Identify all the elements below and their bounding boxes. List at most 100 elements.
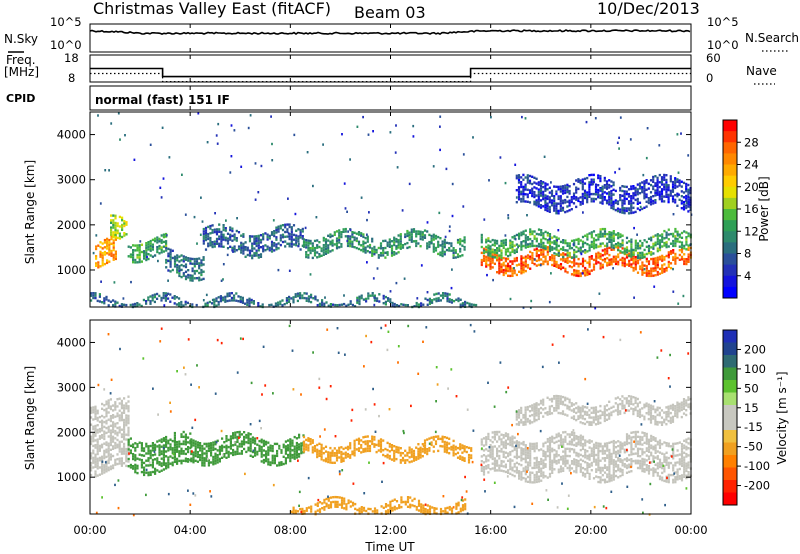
power-cell	[397, 246, 400, 249]
velocity-cell	[340, 446, 343, 449]
power-cell	[588, 272, 591, 276]
power-cell	[652, 178, 655, 181]
power-cell	[354, 305, 357, 308]
velocity-cell	[278, 444, 281, 448]
power-cell	[553, 197, 556, 200]
velocity-cell	[201, 454, 204, 457]
power-cell	[456, 241, 460, 244]
velocity-cell	[597, 452, 600, 455]
power-cell	[160, 248, 163, 252]
power-cell	[564, 267, 567, 271]
power-cell	[601, 185, 604, 188]
velocity-cell	[269, 446, 272, 450]
velocity-cell	[184, 457, 187, 460]
power-cell	[520, 200, 523, 203]
velocity-cell	[491, 455, 494, 458]
power-cell	[551, 241, 554, 244]
power-cell	[200, 271, 203, 274]
power-cell	[318, 245, 321, 249]
power-cell	[226, 237, 230, 240]
velocity-cell	[562, 462, 565, 465]
power-cell	[156, 246, 159, 249]
power-speckle	[288, 269, 291, 272]
power-cell	[193, 265, 196, 268]
velocity-cell	[390, 446, 394, 449]
power-cell	[149, 295, 152, 298]
power-cell	[242, 247, 245, 250]
velocity-cell	[612, 449, 615, 452]
power-cell	[349, 235, 352, 238]
power-cell	[160, 299, 163, 302]
power-cell	[140, 260, 143, 263]
power-speckle	[420, 264, 423, 267]
power-cell	[555, 246, 558, 249]
power-cell	[643, 239, 646, 242]
power-cell	[561, 206, 565, 210]
power-cell	[588, 246, 591, 250]
power-cell	[344, 235, 347, 238]
power-cell	[674, 252, 677, 256]
power-cell	[612, 203, 615, 206]
power-cell	[264, 244, 267, 247]
velocity-cell	[498, 438, 501, 441]
power-cell	[544, 260, 547, 263]
power-cell	[344, 230, 347, 233]
velocity-cell	[564, 452, 567, 455]
power-cell	[464, 300, 467, 304]
velocity-cell	[529, 459, 532, 462]
velocity-cell	[557, 432, 560, 435]
velocity-cell	[162, 444, 165, 447]
velocity-cell	[214, 447, 217, 451]
velocity-cell	[445, 446, 449, 449]
power-cell	[586, 193, 589, 197]
power-cell	[674, 230, 677, 233]
power-cell	[209, 239, 212, 242]
velocity-cell	[114, 446, 117, 450]
power-cell	[649, 191, 653, 194]
power-cell	[108, 253, 111, 256]
velocity-cell	[500, 447, 503, 451]
velocity-cell	[612, 447, 615, 450]
power-cell	[226, 232, 230, 235]
velocity-cell	[553, 436, 556, 440]
power-cell	[318, 305, 321, 308]
velocity-cell	[129, 451, 132, 455]
power-cell	[529, 228, 532, 231]
velocity-cell	[251, 455, 254, 458]
power-cell	[379, 251, 383, 255]
power-cell	[301, 230, 304, 233]
velocity-cell	[581, 438, 585, 441]
power-speckle	[412, 124, 415, 128]
power-cell	[661, 257, 664, 260]
power-speckle	[598, 292, 601, 295]
velocity-cell	[575, 463, 578, 467]
velocity-cell	[461, 444, 464, 447]
velocity-cell	[498, 430, 501, 434]
power-cell	[335, 247, 339, 250]
velocity-cell	[105, 455, 108, 459]
power-cell	[257, 239, 260, 242]
velocity-cell	[406, 454, 409, 457]
power-cell	[639, 256, 642, 259]
velocity-cell	[507, 438, 510, 441]
power-cell	[535, 232, 538, 236]
velocity-cell	[496, 450, 499, 453]
power-cell	[557, 237, 560, 240]
velocity-cell	[176, 448, 179, 451]
power-cell	[253, 240, 256, 243]
velocity-cell	[544, 463, 547, 466]
velocity-cell	[184, 459, 187, 463]
power-cell	[301, 294, 304, 297]
velocity-cell	[568, 447, 571, 451]
power-cell	[509, 265, 512, 268]
power-cell	[489, 250, 492, 253]
velocity-cell	[103, 437, 106, 441]
power-cell	[468, 305, 471, 308]
power-cell	[167, 254, 170, 258]
power-cell	[262, 247, 265, 250]
power-cell	[279, 224, 282, 228]
velocity-cell	[105, 414, 108, 418]
power-cell	[169, 253, 172, 256]
power-cell	[156, 236, 159, 239]
power-cell	[360, 244, 363, 247]
